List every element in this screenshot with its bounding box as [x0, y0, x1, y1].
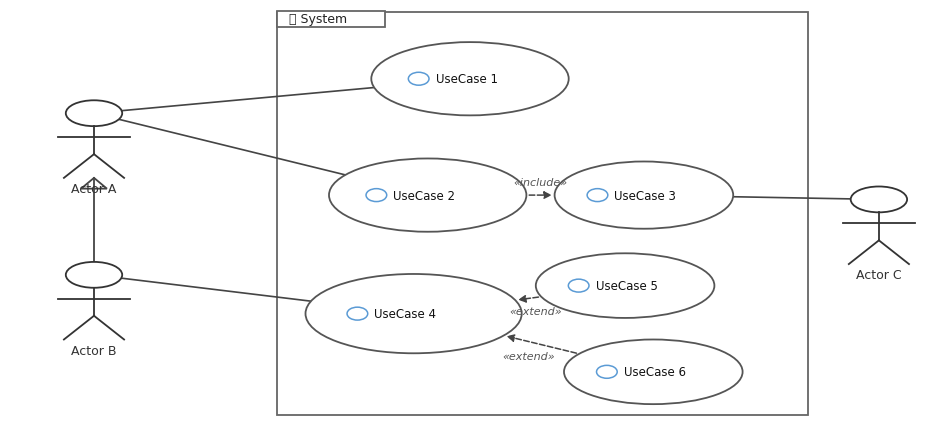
Text: «extend»: «extend»: [502, 351, 555, 361]
Ellipse shape: [597, 366, 618, 378]
Ellipse shape: [588, 189, 608, 202]
Ellipse shape: [347, 307, 368, 320]
Ellipse shape: [371, 43, 569, 116]
Text: ⎗ System: ⎗ System: [289, 13, 347, 26]
Circle shape: [851, 187, 907, 213]
Circle shape: [66, 101, 122, 127]
Ellipse shape: [366, 189, 386, 202]
Ellipse shape: [536, 254, 714, 318]
Text: UseCase 5: UseCase 5: [596, 280, 657, 292]
Text: Actor B: Actor B: [71, 344, 117, 357]
Text: UseCase 2: UseCase 2: [393, 189, 455, 202]
Ellipse shape: [564, 340, 743, 404]
Circle shape: [66, 262, 122, 288]
Text: «extend»: «extend»: [509, 306, 562, 316]
Text: Actor A: Actor A: [71, 183, 117, 196]
Ellipse shape: [306, 274, 522, 353]
Bar: [277, 12, 385, 28]
Ellipse shape: [569, 280, 589, 292]
Ellipse shape: [555, 162, 733, 229]
Text: «include»: «include»: [513, 178, 568, 188]
Ellipse shape: [408, 73, 429, 86]
Text: UseCase 6: UseCase 6: [624, 366, 686, 378]
Text: UseCase 1: UseCase 1: [435, 73, 497, 86]
Ellipse shape: [329, 159, 526, 232]
Text: UseCase 3: UseCase 3: [615, 189, 676, 202]
Text: Actor C: Actor C: [856, 269, 901, 282]
Text: UseCase 4: UseCase 4: [374, 307, 436, 320]
Bar: [277, 13, 808, 415]
